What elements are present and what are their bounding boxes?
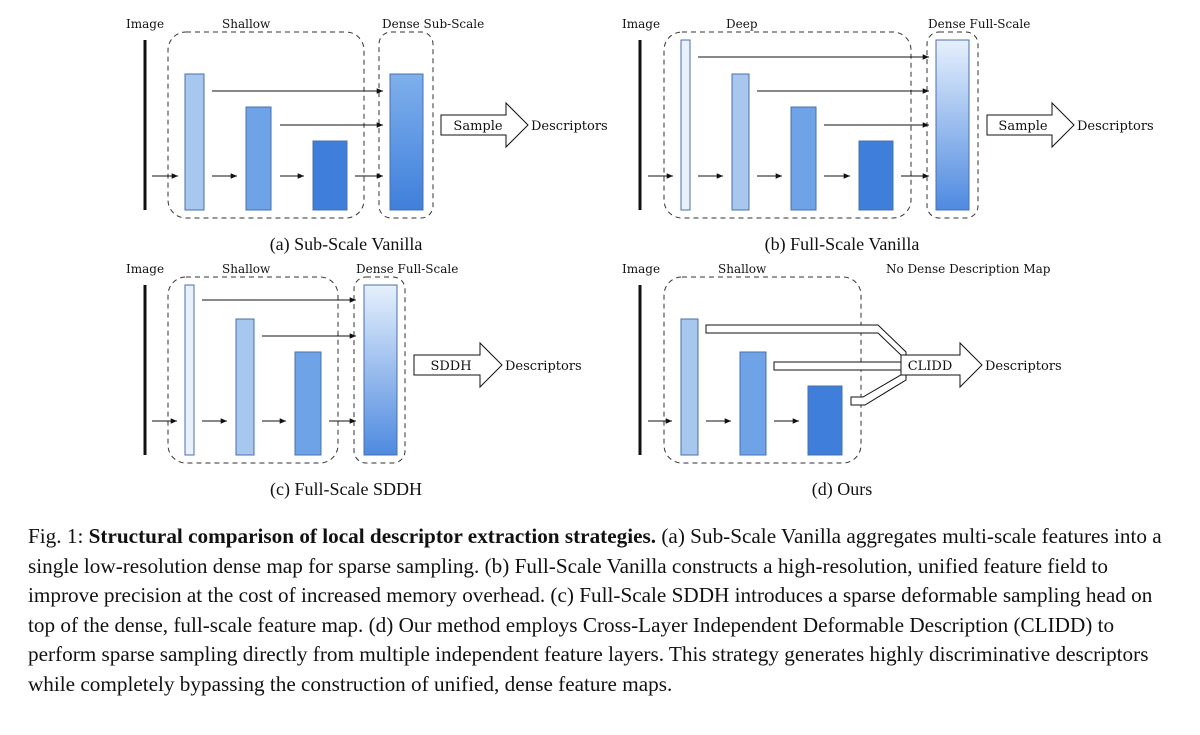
panel-c-dense-region [353, 276, 406, 464]
figure-diagram: Image Shallow Dense Sub-Scale Sample Des… [126, 17, 1154, 500]
panel-d-output-label: Descriptors [985, 359, 1062, 374]
panel-b: Image Deep Dense Full-Scale Sample Descr… [622, 17, 1154, 255]
panel-b-image-label: Image [622, 17, 660, 31]
panel-b-layer-3 [858, 140, 894, 211]
panel-b-output-label: Descriptors [1077, 119, 1154, 134]
panel-d-layer-3 [807, 385, 843, 456]
panel-c-layer-2 [294, 351, 322, 456]
panel-a-layer-2 [245, 106, 272, 211]
panel-a-image-label: Image [126, 17, 164, 31]
panel-d-caption: (d) Ours [812, 479, 873, 500]
panel-d-stream-2 [773, 361, 907, 371]
caption-title: Structural comparison of local descripto… [88, 524, 657, 548]
panel-a-layer-1 [184, 73, 205, 211]
panel-a-dense-label: Dense Sub-Scale [382, 17, 484, 31]
panel-d-stream-3 [850, 371, 907, 406]
panel-b-head-arrow [986, 101, 1075, 149]
panel-b-caption: (b) Full-Scale Vanilla [765, 234, 920, 255]
panel-b-dense-map [935, 39, 970, 211]
panel-c-encoder-region [167, 276, 339, 464]
panel-c-output-label: Descriptors [505, 359, 582, 374]
panel-c: Image Shallow Dense Full-Scale SDDH Desc… [126, 262, 582, 500]
panel-d-layer-2 [739, 351, 767, 456]
panel-a-layer-3 [312, 140, 348, 211]
panel-a-dense-region [378, 31, 434, 219]
panel-a: Image Shallow Dense Sub-Scale Sample Des… [126, 17, 608, 255]
panel-b-head-label: Sample [998, 119, 1047, 134]
panel-b-layer-2 [790, 106, 817, 211]
panel-b-dense-label: Dense Full-Scale [928, 17, 1030, 31]
panel-a-head-arrow [440, 101, 529, 149]
panel-a-caption: (a) Sub-Scale Vanilla [270, 234, 423, 255]
panel-c-dense-label: Dense Full-Scale [356, 262, 458, 276]
panel-c-layer-1 [235, 318, 255, 456]
panel-c-head-label: SDDH [430, 359, 471, 374]
panel-d-region-label: Shallow [718, 262, 767, 276]
panel-d-head-arrow [900, 341, 983, 389]
panel-d: Image Shallow No Dense Description Map C… [622, 262, 1062, 500]
caption-body: (a) Sub-Scale Vanilla aggregates multi-s… [28, 524, 1162, 696]
panel-a-dense-map [389, 73, 424, 211]
panel-b-region-label: Deep [726, 17, 758, 31]
panel-c-layer-0 [184, 284, 195, 456]
panel-a-output-label: Descriptors [531, 119, 608, 134]
panel-a-region-label: Shallow [222, 17, 271, 31]
panel-c-region-label: Shallow [222, 262, 271, 276]
figure-caption: Fig. 1: Structural comparison of local d… [28, 522, 1178, 699]
panel-b-layer-0 [680, 39, 691, 211]
panel-b-encoder-region [663, 31, 912, 219]
panel-d-head-label: CLIDD [908, 359, 953, 374]
panel-a-head-label: Sample [453, 119, 502, 134]
panel-b-layer-1 [731, 73, 750, 211]
panel-d-image-label: Image [622, 262, 660, 276]
panel-c-head-arrow [413, 341, 503, 389]
panel-d-stream-1 [705, 324, 907, 362]
panel-d-dense-label: No Dense Description Map [886, 262, 1051, 276]
panel-c-image-label: Image [126, 262, 164, 276]
panel-c-dense-map [363, 284, 398, 456]
caption-prefix: Fig. 1: [28, 524, 89, 548]
panel-c-caption: (c) Full-Scale SDDH [270, 479, 422, 500]
panel-d-layer-1 [680, 318, 699, 456]
